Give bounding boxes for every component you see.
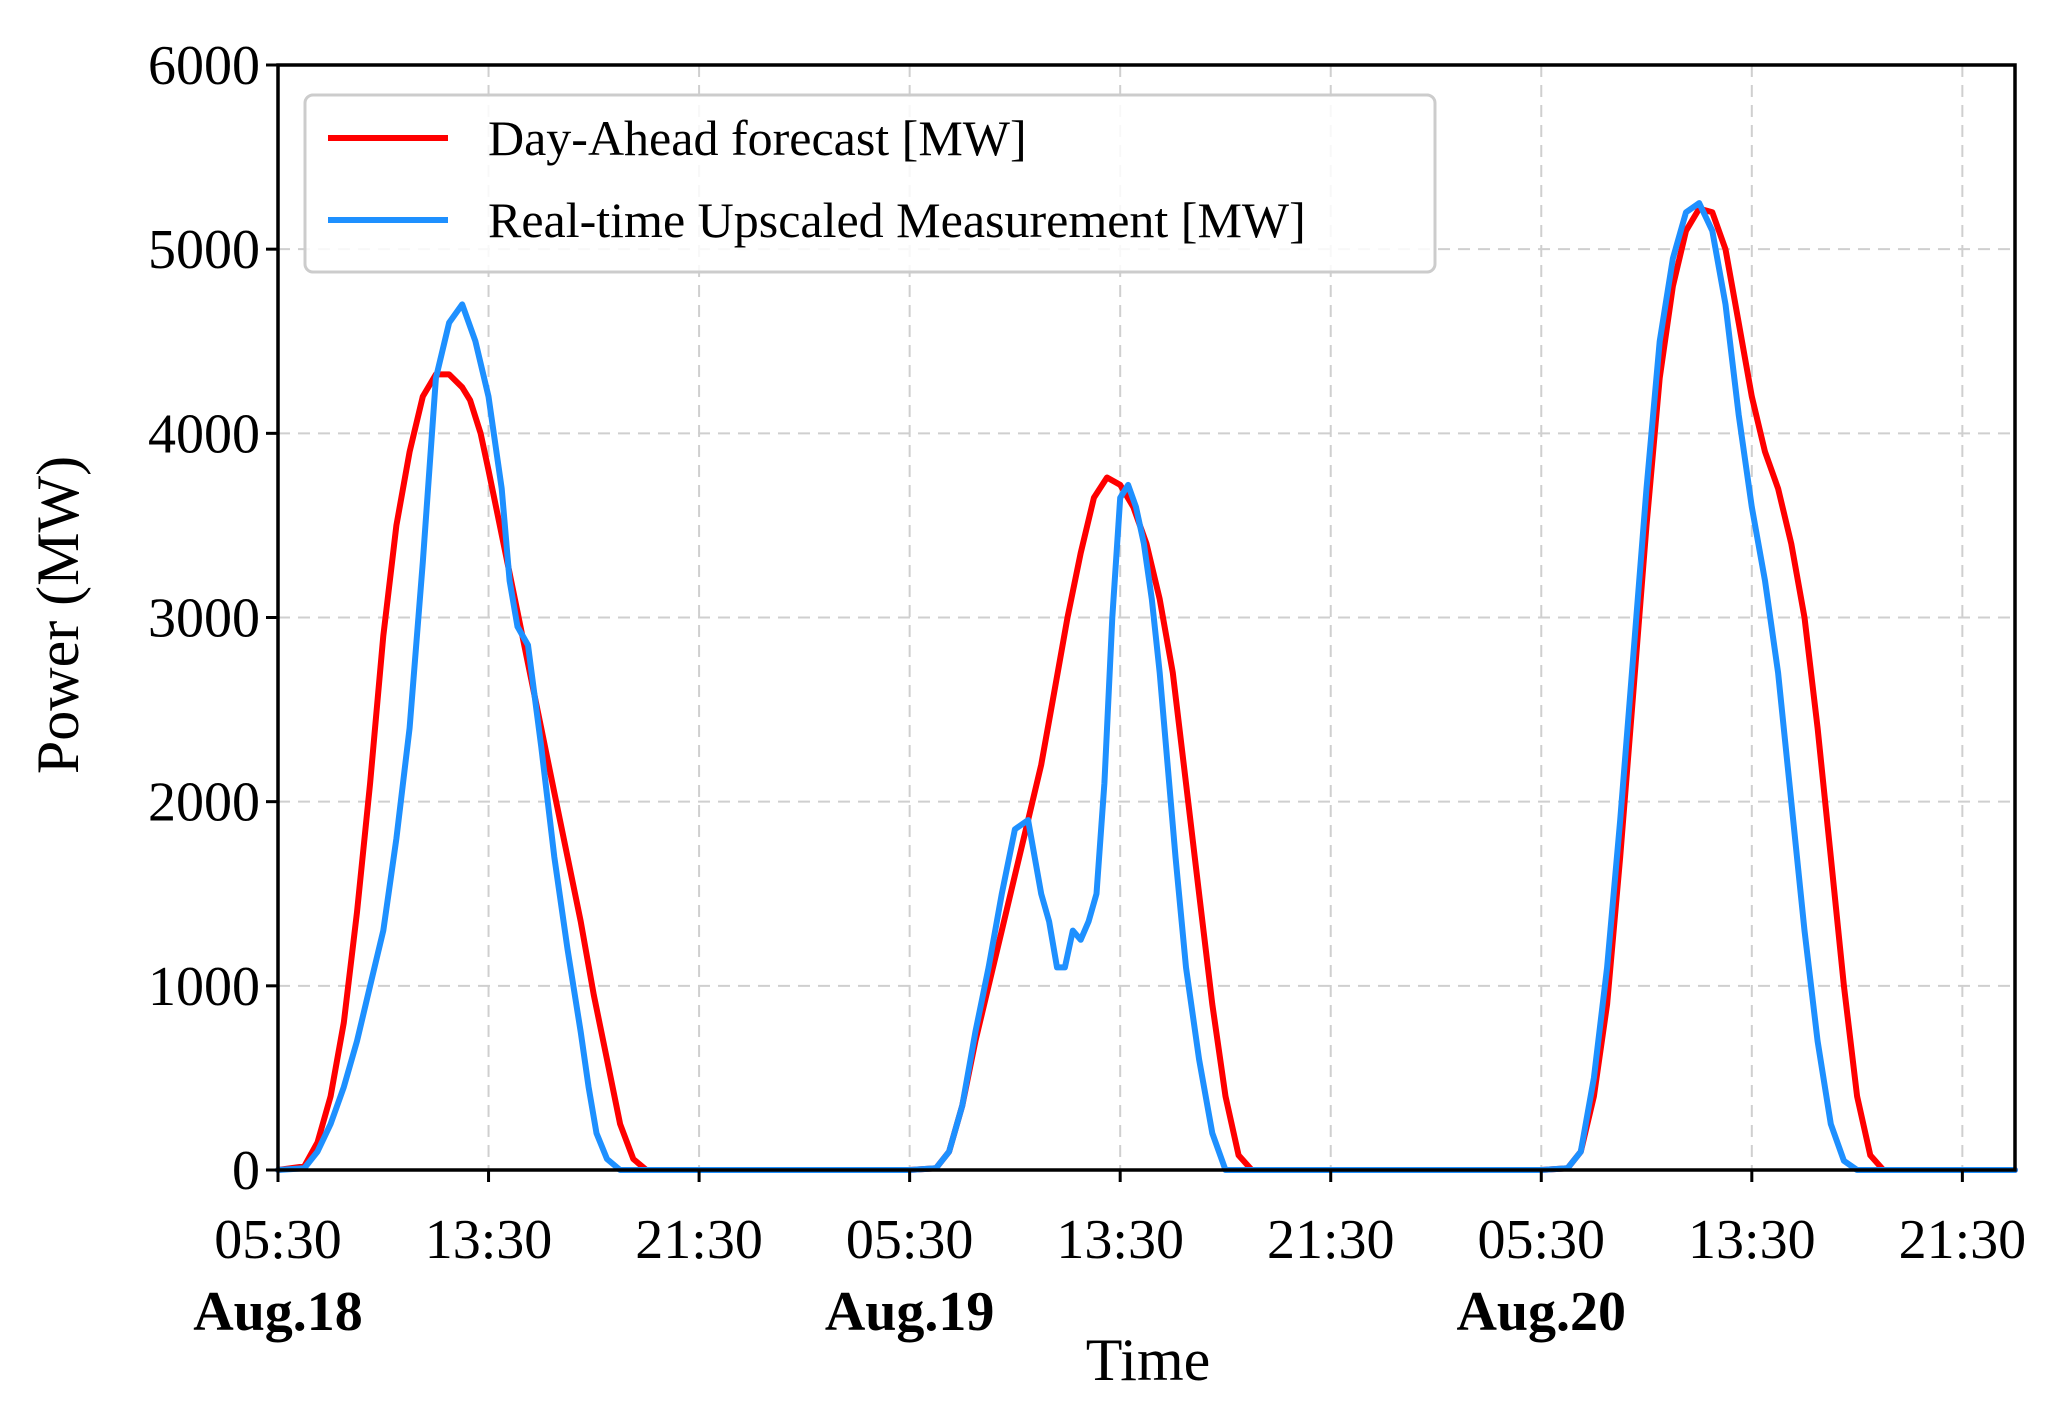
- y-tick-label: 1000: [148, 956, 260, 1018]
- y-tick-label: 6000: [148, 35, 260, 97]
- date-label: Aug.20: [1456, 1281, 1626, 1343]
- legend-frame: [303, 93, 1437, 274]
- y-tick-label: 3000: [148, 588, 260, 650]
- y-tick-label: 0: [232, 1140, 260, 1202]
- x-tick-label: 21:30: [1899, 1209, 2027, 1271]
- tick-marks: [266, 63, 1964, 1182]
- y-axis-title: Power (MW): [25, 456, 91, 774]
- legend-label-day-ahead: Day-Ahead forecast [MW]: [488, 110, 1027, 166]
- date-label: Aug.18: [193, 1281, 363, 1343]
- legend-label-real-time: Real-time Upscaled Measurement [MW]: [488, 192, 1306, 248]
- y-tick-label: 5000: [148, 219, 260, 281]
- x-tick-label: 13:30: [1056, 1209, 1184, 1271]
- x-tick-label: 05:30: [214, 1209, 342, 1271]
- y-tick-label: 4000: [148, 403, 260, 465]
- x-tick-label: 13:30: [1688, 1209, 1816, 1271]
- series-layer: [275, 200, 2018, 1173]
- x-tick-labels: 05:30 13:30 21:30 05:30 13:30 21:30 05:30 13:30…: [214, 1209, 2026, 1271]
- y-tick-label: 2000: [148, 772, 260, 834]
- date-labels: Aug.18 Aug.19 Aug.20: [193, 1281, 1626, 1343]
- series-line-day-ahead: [275, 205, 2018, 1173]
- x-axis-title: Time: [1086, 1327, 1211, 1393]
- x-tick-label: 05:30: [1477, 1209, 1605, 1271]
- x-tick-label: 21:30: [1267, 1209, 1395, 1271]
- series-line-real-time: [275, 200, 2018, 1173]
- date-label: Aug.19: [825, 1281, 995, 1343]
- x-tick-label: 21:30: [635, 1209, 763, 1271]
- y-tick-labels: 0 1000 2000 3000 4000 5000 6000: [148, 35, 260, 1202]
- legend: Day-Ahead forecast [MW] Real-time Upscal…: [303, 93, 1437, 274]
- x-tick-label: 13:30: [425, 1209, 553, 1271]
- x-tick-label: 05:30: [846, 1209, 974, 1271]
